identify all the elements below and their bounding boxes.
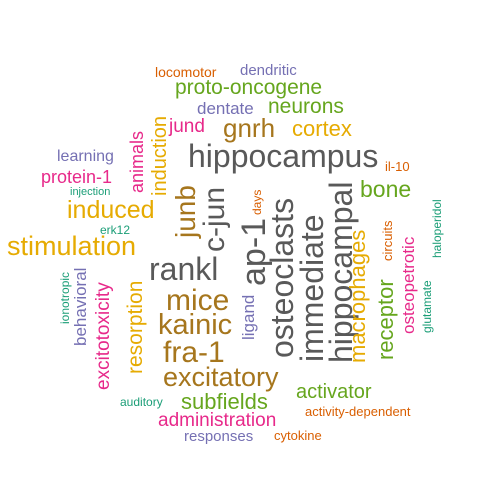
word-days: days bbox=[250, 189, 264, 215]
word-animals: animals bbox=[127, 130, 147, 193]
word-induced: induced bbox=[67, 196, 155, 224]
word-stimulation: stimulation bbox=[7, 231, 137, 261]
word-glutamate: glutamate bbox=[420, 280, 434, 333]
word-induction: induction bbox=[149, 115, 171, 196]
word-activity-dependent: activity-dependent bbox=[305, 404, 411, 419]
word-behavioral: behavioral bbox=[71, 267, 90, 346]
word-receptor: receptor bbox=[373, 279, 398, 360]
word-administration: administration bbox=[158, 410, 277, 431]
word-neurons: neurons bbox=[268, 95, 344, 118]
word-auditory: auditory bbox=[120, 395, 163, 409]
word-locomotor: locomotor bbox=[155, 64, 217, 80]
word-haloperidol: haloperidol bbox=[430, 199, 444, 258]
word-ligand: ligand bbox=[239, 294, 258, 340]
word-learning: learning bbox=[57, 148, 114, 165]
word-macrophages: macrophages bbox=[345, 229, 370, 363]
word-resorption: resorption bbox=[124, 280, 147, 374]
word-il-10: il-10 bbox=[385, 159, 410, 174]
word-rankl: rankl bbox=[149, 251, 219, 287]
word-junb: junb bbox=[170, 185, 201, 238]
word-circuits: circuits bbox=[380, 220, 395, 261]
word-proto-oncogene: proto-oncogene bbox=[175, 76, 323, 99]
word-ionotropic: ionotropic bbox=[58, 271, 72, 324]
word-protein-1: protein-1 bbox=[41, 167, 113, 187]
word-fra-1: fra-1 bbox=[163, 336, 225, 369]
word-kainic: kainic bbox=[158, 309, 233, 341]
word-dendritic: dendritic bbox=[240, 62, 297, 79]
word-dentate: dentate bbox=[197, 99, 254, 118]
word-mice: mice bbox=[166, 284, 230, 317]
word-injection: injection bbox=[70, 186, 111, 198]
word-gnrh: gnrh bbox=[223, 113, 276, 143]
word-jund: jund bbox=[169, 116, 205, 137]
word-subfields: subfields bbox=[181, 389, 268, 414]
word-c-jun: c-jun bbox=[198, 186, 231, 252]
word-cortex: cortex bbox=[292, 116, 352, 141]
word-activator: activator bbox=[296, 381, 372, 403]
word-erk12: erk12 bbox=[100, 223, 131, 237]
word-responses: responses bbox=[184, 428, 254, 445]
word-cytokine: cytokine bbox=[274, 428, 322, 443]
word-hippocampus: hippocampus bbox=[188, 138, 379, 174]
word-osteopetrotic: osteopetrotic bbox=[399, 236, 418, 334]
word-excitatory: excitatory bbox=[163, 362, 279, 392]
word-bone: bone bbox=[360, 176, 412, 202]
word-excitotoxicity: excitotoxicity bbox=[93, 282, 114, 390]
